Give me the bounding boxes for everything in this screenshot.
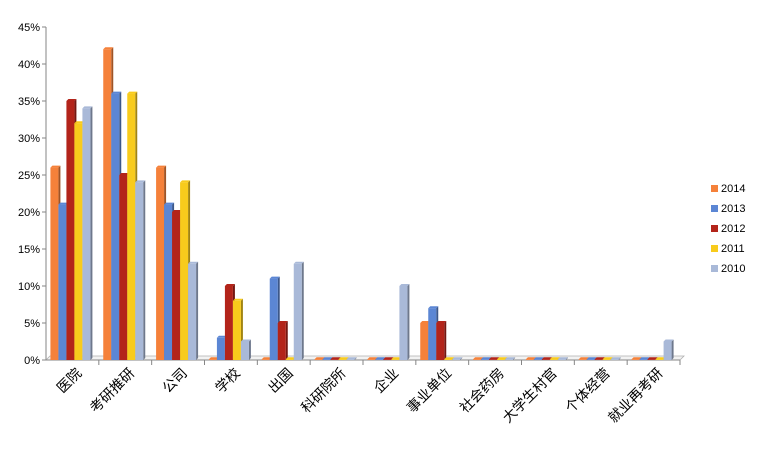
- bar: [663, 339, 674, 360]
- x-category-label: 考研推研: [87, 366, 138, 417]
- legend-label: 2012: [721, 223, 745, 235]
- x-category-label: 大学生村官: [500, 366, 561, 427]
- x-category-label: 就业再考研: [606, 366, 667, 427]
- legend-swatch: [711, 245, 718, 252]
- y-tick-label: 15%: [18, 244, 40, 256]
- legend-item: 2012: [711, 223, 745, 235]
- bar: [135, 180, 146, 360]
- legend-item: 2010: [711, 263, 745, 275]
- bar: [452, 357, 463, 360]
- x-category-label: 医院: [54, 366, 85, 397]
- bar: [346, 357, 357, 360]
- bar: [399, 284, 410, 360]
- x-category-label: 学校: [212, 365, 244, 397]
- legend-label: 2011: [721, 243, 745, 255]
- bar: [505, 357, 516, 360]
- y-tick-label: 0%: [24, 355, 40, 367]
- x-category-label: 社会药房: [457, 366, 508, 417]
- legend-label: 2014: [721, 183, 745, 195]
- legend-label: 2013: [721, 203, 745, 215]
- y-tick-label: 45%: [18, 22, 40, 34]
- axes: [45, 27, 685, 365]
- bars: [50, 47, 674, 361]
- bar: [293, 261, 304, 360]
- y-tick-label: 40%: [18, 59, 40, 71]
- y-axis-ticks: 0% 5% 10% 15% 20% 25% 30% 35% 40% 45%: [18, 22, 46, 367]
- legend-item: 2014: [711, 183, 745, 195]
- x-category-label: 科研院所: [299, 366, 350, 417]
- bar: [82, 106, 93, 361]
- legend: 2014 2013 2012 2011 2010: [711, 183, 745, 275]
- y-tick-label: 20%: [18, 207, 40, 219]
- legend-swatch: [711, 265, 718, 272]
- bar: [436, 321, 447, 360]
- legend-item: 2011: [711, 243, 745, 255]
- legend-label: 2010: [721, 263, 745, 275]
- y-tick-label: 30%: [18, 133, 40, 145]
- legend-swatch: [711, 205, 718, 212]
- x-category-label: 事业单位: [404, 366, 455, 417]
- x-category-label: 出国: [265, 366, 296, 397]
- bar: [188, 261, 199, 360]
- y-tick-label: 35%: [18, 96, 40, 108]
- legend-swatch: [711, 225, 718, 232]
- bar: [277, 321, 288, 360]
- x-category-label: 公司: [160, 366, 191, 397]
- legend-item: 2013: [711, 203, 745, 215]
- legend-swatch: [711, 185, 718, 192]
- bar: [610, 357, 621, 360]
- bar: [557, 357, 568, 360]
- y-tick-label: 5%: [24, 318, 40, 330]
- x-category-label: 个体经营: [563, 366, 614, 417]
- x-category-label: 企业: [370, 365, 402, 397]
- y-tick-label: 25%: [18, 170, 40, 182]
- bar: [240, 339, 251, 360]
- y-tick-label: 10%: [18, 281, 40, 293]
